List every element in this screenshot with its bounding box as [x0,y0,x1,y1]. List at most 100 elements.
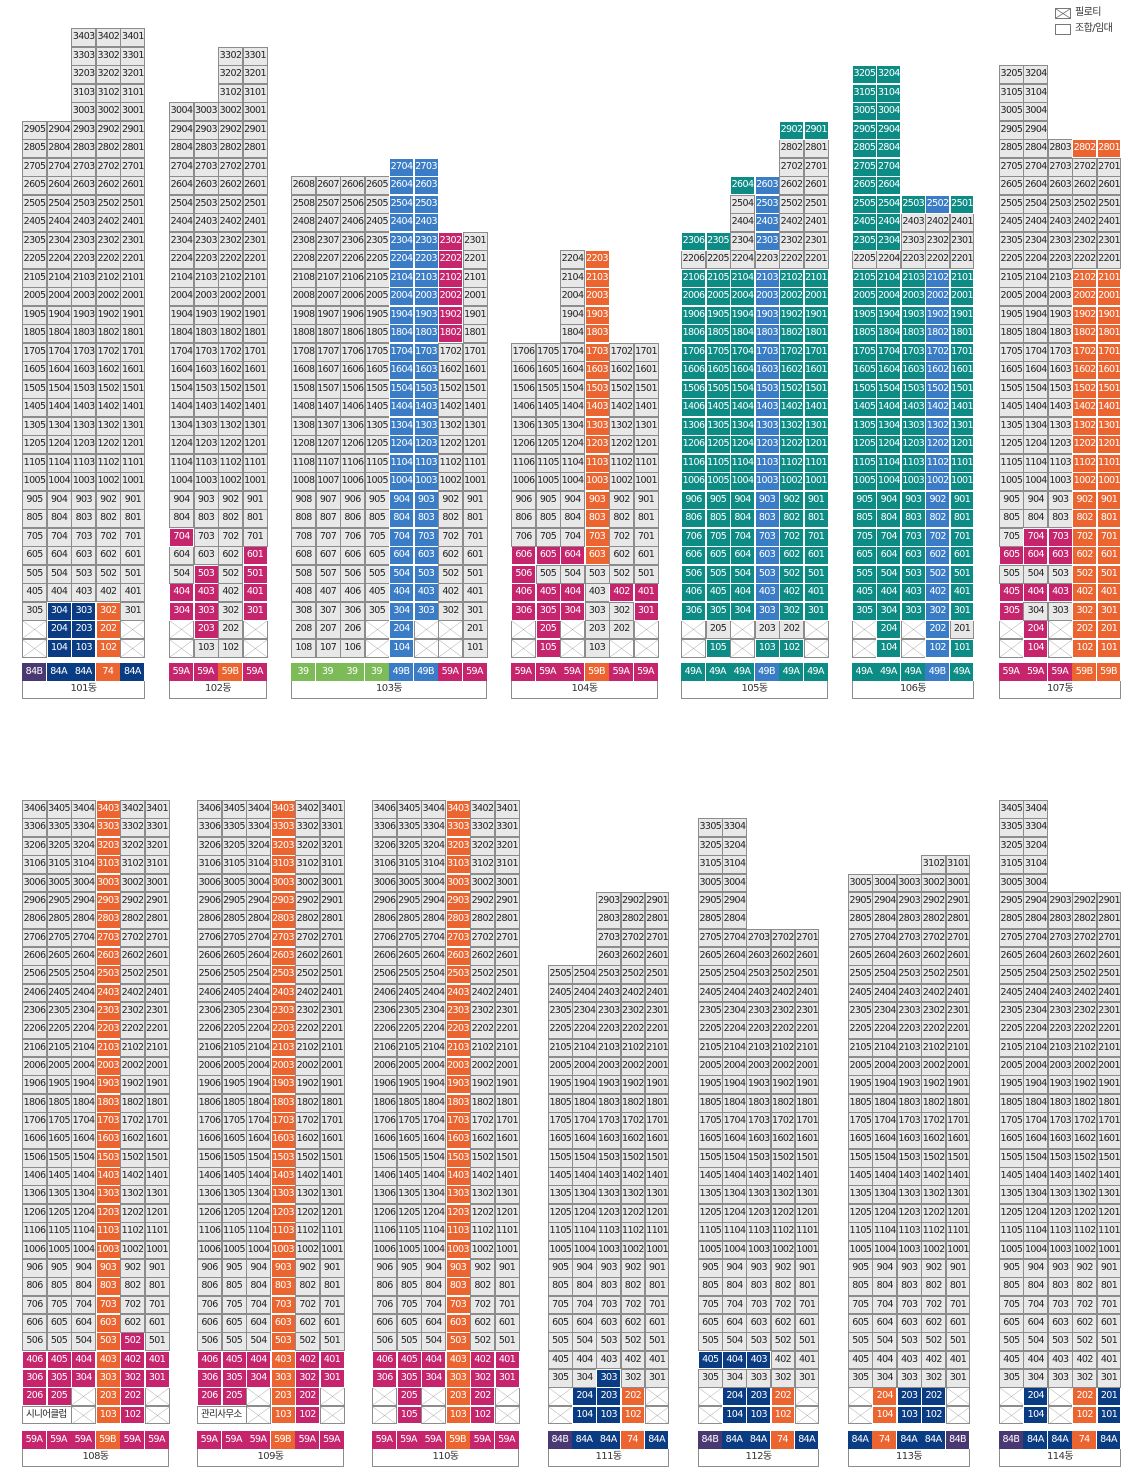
unit-cell: 1603 [754,361,780,380]
unit-cell: 401 [144,1350,170,1370]
unit-cell: 1201 [494,1203,520,1223]
unit-cell: 1304 [722,1185,747,1205]
unit-cell: 2205 [999,1020,1024,1040]
unit-cell: 1605 [848,1130,873,1150]
unit-cell: 1702 [921,1112,947,1131]
unit-cell: 501 [462,564,488,584]
unit-cell: 1702 [779,342,804,362]
unit-cell: 1003 [896,1240,922,1260]
unit-cell: 804 [560,509,585,528]
unit-cell: 1702 [295,1112,320,1131]
unit-cell: 203 [896,1387,922,1407]
unit-cell: 1104 [572,1222,597,1241]
unit-cell: 2003 [896,1057,922,1076]
unit-cell: 1904 [46,305,72,325]
unit-cell: 1904 [1023,305,1049,325]
unit-cell: 401 [462,583,488,602]
unit-cell: 1001 [494,1240,520,1260]
unit-cell: 1102 [218,453,243,473]
unit-cell: 1107 [315,453,341,473]
unit-cell: 2202 [95,250,121,269]
unit-cell: 504 [46,564,72,584]
unit-cell: 601 [494,1313,520,1333]
unit-cell: 1806 [681,324,706,343]
unit-cell: 906 [340,490,365,510]
unit-cell: 2401 [1096,213,1122,232]
unit-cell: 804 [169,509,194,528]
unit-cell: 2601 [242,176,268,195]
unit-cell: 1105 [698,1222,723,1241]
unit-cell: 1103 [95,1222,121,1241]
unit-cell: 502 [921,1332,947,1352]
unit-cell: 1203 [596,1203,622,1223]
unit-cell: 503 [900,564,926,584]
unit-cell: 603 [746,1313,772,1333]
unit-cell: 905 [705,490,731,510]
unit-cell: 903 [900,490,926,510]
unit-cell: 1702 [470,1112,495,1131]
unit-cell: 1705 [221,1112,247,1131]
unit-cell: 2003 [270,1057,296,1076]
unit-cell: 301 [1096,601,1122,621]
unit-cell: 403 [1047,1350,1073,1370]
unit-cell: 302 [470,1368,495,1388]
unit-cell: 804 [246,1277,271,1297]
unit-cell: 802 [438,509,463,528]
unit-cell: 307 [315,601,341,621]
unit-cell: 1704 [421,1112,446,1131]
unit-cell: 1204 [1023,435,1049,454]
unit-cell: 302 [921,1368,947,1388]
unit-cell: 701 [319,1295,345,1315]
unit-cell: 2204 [246,1020,271,1040]
unit-cell: 2504 [872,965,898,985]
unit-cell: 2302 [438,231,463,251]
unit-cell: 2003 [596,1057,622,1076]
unit-cell: 1602 [770,1130,796,1150]
unit-cell: 2206 [372,1020,397,1040]
unit-cell: 2701 [945,928,971,948]
unit-cell: 702 [218,527,243,547]
unit-cell: 1001 [319,1240,345,1260]
unit-cell: 1402 [921,1167,947,1186]
unit-cell: 2701 [794,928,820,948]
unit-cell: 705 [999,1295,1024,1315]
unit-cell: 504 [876,564,902,584]
unit-cell: 3404 [246,800,271,819]
unit-cell: 1904 [876,305,902,325]
unit-cell: 2002 [921,1057,947,1076]
unit-cell: 1204 [560,435,585,454]
piloti-cell [246,1405,271,1425]
unit-cell: 3004 [1023,102,1049,121]
unit-cell: 503 [896,1332,922,1352]
unit-cell: 1405 [999,1167,1024,1186]
unit-cell: 2305 [848,1001,873,1021]
unit-cell: 3106 [372,855,397,874]
unit-cell: 1101 [794,1222,820,1241]
unit-cell: 507 [315,564,341,584]
unit-cell: 1702 [609,342,634,362]
unit-cell: 1503 [270,1148,296,1168]
unit-cell: 2702 [218,157,243,177]
unit-cell: 1901 [803,305,829,325]
unit-cell: 1804 [876,324,902,343]
unit-cell: 2103 [95,1038,121,1058]
unit-cell: 2802 [620,910,646,930]
unit-cell: 203 [71,620,97,639]
unit-cell: 2806 [372,910,397,930]
unit-cell: 2201 [462,250,488,269]
unit-cell: 1802 [779,324,804,343]
unit-cell: 1902 [921,1075,947,1095]
unit-type-label: 84A [572,1431,597,1449]
unit-cell: 902 [218,490,243,510]
unit-cell: 3101 [945,855,971,874]
unit-cell: 2502 [921,965,947,985]
unit-cell: 501 [494,1332,520,1352]
piloti-cell [421,1405,446,1425]
unit-cell: 2902 [295,891,320,911]
unit-cell: 1403 [445,1167,471,1186]
unit-cell: 504 [169,564,194,584]
unit-cell: 201 [1096,1387,1122,1407]
unit-cell: 2104 [730,268,755,288]
unit-cell: 2402 [1072,983,1098,1003]
unit-cell: 2002 [95,287,121,306]
